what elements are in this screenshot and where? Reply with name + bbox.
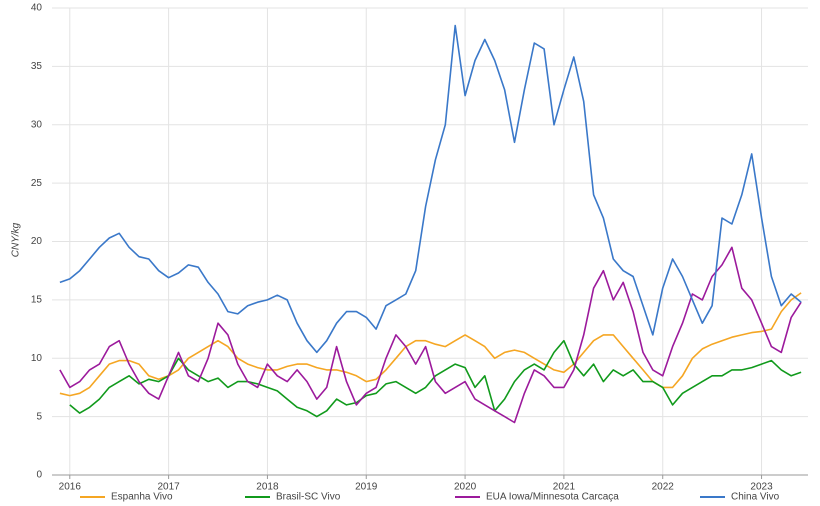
y-tick-label: 15 — [31, 295, 43, 306]
series-line — [69, 339, 802, 418]
y-tick-label: 0 — [36, 470, 42, 481]
x-tick-label: 2019 — [355, 482, 378, 493]
series-line — [59, 24, 802, 354]
x-tick-label: 2018 — [256, 482, 279, 493]
y-tick-label: 10 — [31, 353, 43, 364]
series-line — [59, 292, 802, 397]
legend-label: EUA Iowa/Minnesota Carcaça — [486, 492, 619, 503]
y-tick-label: 35 — [31, 61, 43, 72]
series-line — [59, 246, 802, 424]
y-tick-label: 20 — [31, 236, 43, 247]
y-axis-label: CNY/kg — [11, 222, 22, 257]
x-tick-label: 2023 — [750, 482, 773, 493]
legend-label: Brasil-SC Vivo — [276, 492, 341, 503]
x-tick-label: 2016 — [59, 482, 82, 493]
y-tick-label: 40 — [31, 3, 43, 14]
y-tick-label: 25 — [31, 178, 43, 189]
x-tick-label: 2017 — [157, 482, 180, 493]
y-tick-label: 30 — [31, 119, 43, 130]
y-tick-label: 5 — [36, 411, 42, 422]
legend-label: China Vivo — [731, 492, 780, 503]
x-tick-label: 2020 — [454, 482, 477, 493]
legend-label: Espanha Vivo — [111, 492, 173, 503]
x-tick-label: 2022 — [652, 482, 675, 493]
x-tick-label: 2021 — [553, 482, 576, 493]
